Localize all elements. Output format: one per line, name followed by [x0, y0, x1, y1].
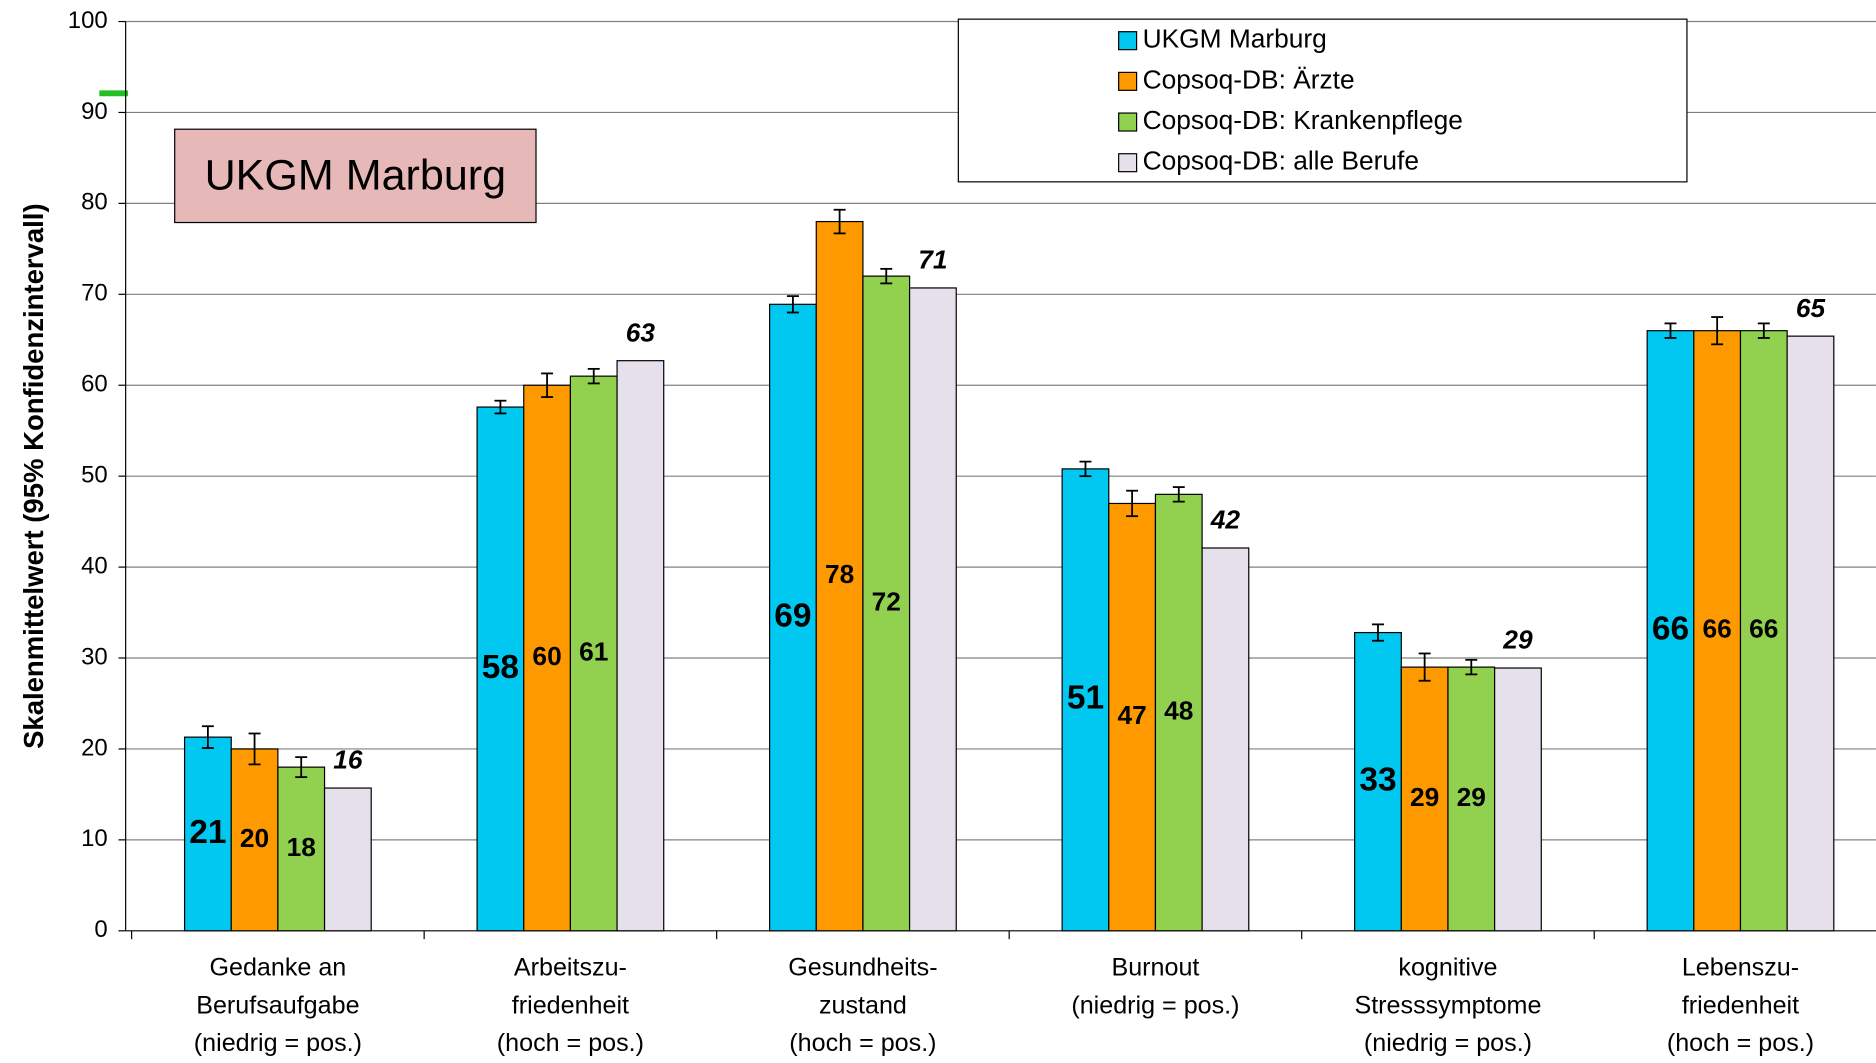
y-tick-label: 0 — [94, 916, 107, 943]
data-label: 21 — [189, 814, 226, 851]
y-tick-label: 80 — [81, 189, 108, 216]
y-tick-label: 10 — [81, 825, 108, 852]
x-tick-label: Berufsaufgabe — [196, 991, 359, 1019]
data-label: 60 — [532, 641, 561, 671]
bar — [230, 748, 279, 932]
bar — [1786, 335, 1835, 932]
bar — [1354, 631, 1402, 932]
data-label: 69 — [774, 597, 811, 634]
legend-swatch — [1118, 153, 1138, 173]
x-tick-label: Stresssymptome — [1354, 991, 1541, 1019]
x-tick-label: Arbeitszu- — [514, 954, 627, 982]
legend-box — [957, 18, 1688, 183]
data-label: 18 — [287, 832, 316, 862]
data-label: 29 — [1457, 782, 1486, 812]
data-label: 58 — [482, 649, 519, 686]
y-tick-label: 40 — [81, 552, 108, 579]
data-label: 16 — [333, 745, 363, 775]
y-tick-label: 70 — [81, 280, 108, 307]
x-tick-label: (niedrig = pos.) — [1364, 1029, 1532, 1057]
bar — [1108, 502, 1157, 932]
x-tick-label: Gesundheits- — [788, 954, 937, 982]
data-label: 51 — [1067, 680, 1104, 717]
legend-swatch — [1118, 71, 1138, 91]
y-tick-label: 30 — [81, 643, 108, 670]
x-tick-label: (niedrig = pos.) — [1071, 991, 1239, 1019]
legend-label: Copsoq-DB: Krankenpflege — [1143, 105, 1463, 135]
data-label: 20 — [240, 823, 269, 853]
y-tick-label: 100 — [68, 7, 108, 34]
data-label: 71 — [918, 245, 947, 275]
legend-label: Copsoq-DB: Ärzte — [1143, 64, 1355, 94]
bar — [908, 287, 957, 932]
annotation-box — [174, 128, 537, 224]
y-axis-label: Skalenmittelwert (95% Konfidenzintervall… — [18, 203, 49, 749]
bar — [569, 375, 618, 932]
data-label: 66 — [1749, 614, 1778, 644]
legend-label: Copsoq-DB: alle Berufe — [1143, 146, 1419, 176]
bar — [815, 220, 864, 932]
bar — [277, 766, 326, 932]
bar — [862, 275, 911, 932]
x-tick-label: Gedanke an — [209, 954, 346, 982]
x-tick-label: (hoch = pos.) — [1667, 1029, 1814, 1057]
bar — [616, 360, 665, 932]
data-label: 47 — [1117, 700, 1146, 730]
bar — [523, 384, 572, 932]
legend-swatch — [1118, 112, 1138, 132]
bar — [323, 787, 372, 932]
x-tick-label: (hoch = pos.) — [789, 1029, 936, 1057]
x-tick-label: Burnout — [1111, 954, 1199, 982]
data-label: 66 — [1652, 611, 1689, 648]
x-tick-label: (niedrig = pos.) — [194, 1029, 362, 1057]
x-tick-label: Lebenszu- — [1682, 954, 1799, 982]
bar — [1400, 666, 1449, 932]
bar — [1646, 330, 1695, 932]
bar — [1494, 667, 1542, 932]
bar — [476, 406, 525, 932]
data-label: 65 — [1796, 293, 1826, 323]
bar — [769, 303, 817, 932]
data-label: 78 — [825, 559, 854, 589]
data-label: 66 — [1703, 614, 1732, 644]
x-tick-label: friedenheit — [512, 991, 629, 1019]
x-tick-label: zustand — [819, 991, 907, 1019]
legend-label: UKGM Marburg — [1143, 24, 1327, 54]
bar — [1693, 330, 1742, 932]
data-label: 29 — [1502, 625, 1533, 655]
annotation: UKGM Marburg — [205, 152, 507, 200]
bar — [1201, 547, 1250, 932]
data-label: 48 — [1164, 696, 1193, 726]
data-label: 29 — [1410, 782, 1439, 812]
y-tick-label: 60 — [81, 371, 108, 398]
x-tick-label: kognitive — [1398, 954, 1497, 982]
y-tick-label: 50 — [81, 461, 108, 488]
y-tick-label: 20 — [81, 734, 108, 761]
y-tick-label: 90 — [81, 98, 108, 125]
x-tick-label: friedenheit — [1682, 991, 1799, 1019]
bar — [1154, 493, 1203, 932]
data-label: 72 — [872, 586, 901, 616]
data-label: 42 — [1210, 505, 1241, 535]
x-tick-label: (hoch = pos.) — [497, 1029, 644, 1057]
legend-swatch — [1118, 31, 1138, 51]
data-label: 63 — [626, 317, 656, 347]
data-label: 33 — [1359, 762, 1396, 799]
data-label: 61 — [579, 636, 608, 666]
bar — [1447, 666, 1496, 932]
